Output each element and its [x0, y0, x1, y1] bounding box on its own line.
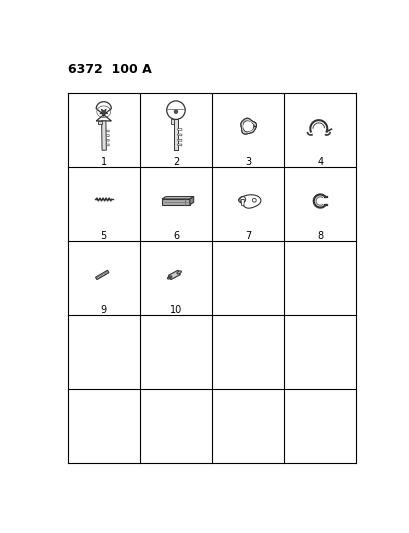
Text: 7: 7	[245, 231, 251, 241]
Polygon shape	[106, 144, 109, 146]
Polygon shape	[162, 199, 189, 205]
Polygon shape	[174, 119, 177, 150]
Text: 6: 6	[173, 231, 179, 241]
Polygon shape	[106, 130, 109, 132]
Polygon shape	[240, 118, 256, 134]
Polygon shape	[101, 121, 106, 150]
Circle shape	[173, 110, 178, 114]
Polygon shape	[99, 109, 108, 117]
Text: 2: 2	[173, 157, 179, 167]
Text: 9: 9	[101, 304, 107, 314]
Text: 3: 3	[245, 157, 251, 167]
Ellipse shape	[168, 277, 171, 278]
Circle shape	[243, 122, 252, 131]
Polygon shape	[177, 144, 182, 146]
Ellipse shape	[167, 276, 171, 279]
Polygon shape	[240, 199, 244, 206]
Polygon shape	[177, 140, 182, 141]
Polygon shape	[168, 270, 180, 280]
Ellipse shape	[177, 271, 181, 274]
Text: 4: 4	[317, 157, 323, 167]
Text: 6372  100 A: 6372 100 A	[67, 63, 151, 76]
Polygon shape	[106, 140, 109, 141]
Polygon shape	[171, 119, 174, 124]
Polygon shape	[106, 135, 109, 137]
Text: 8: 8	[317, 231, 323, 241]
Text: 1: 1	[101, 157, 107, 167]
Polygon shape	[95, 270, 109, 280]
Polygon shape	[98, 121, 101, 124]
Polygon shape	[189, 197, 193, 205]
Polygon shape	[177, 128, 182, 131]
Polygon shape	[177, 134, 182, 136]
Text: 5: 5	[100, 231, 107, 241]
Polygon shape	[162, 197, 193, 199]
Text: 10: 10	[169, 304, 182, 314]
